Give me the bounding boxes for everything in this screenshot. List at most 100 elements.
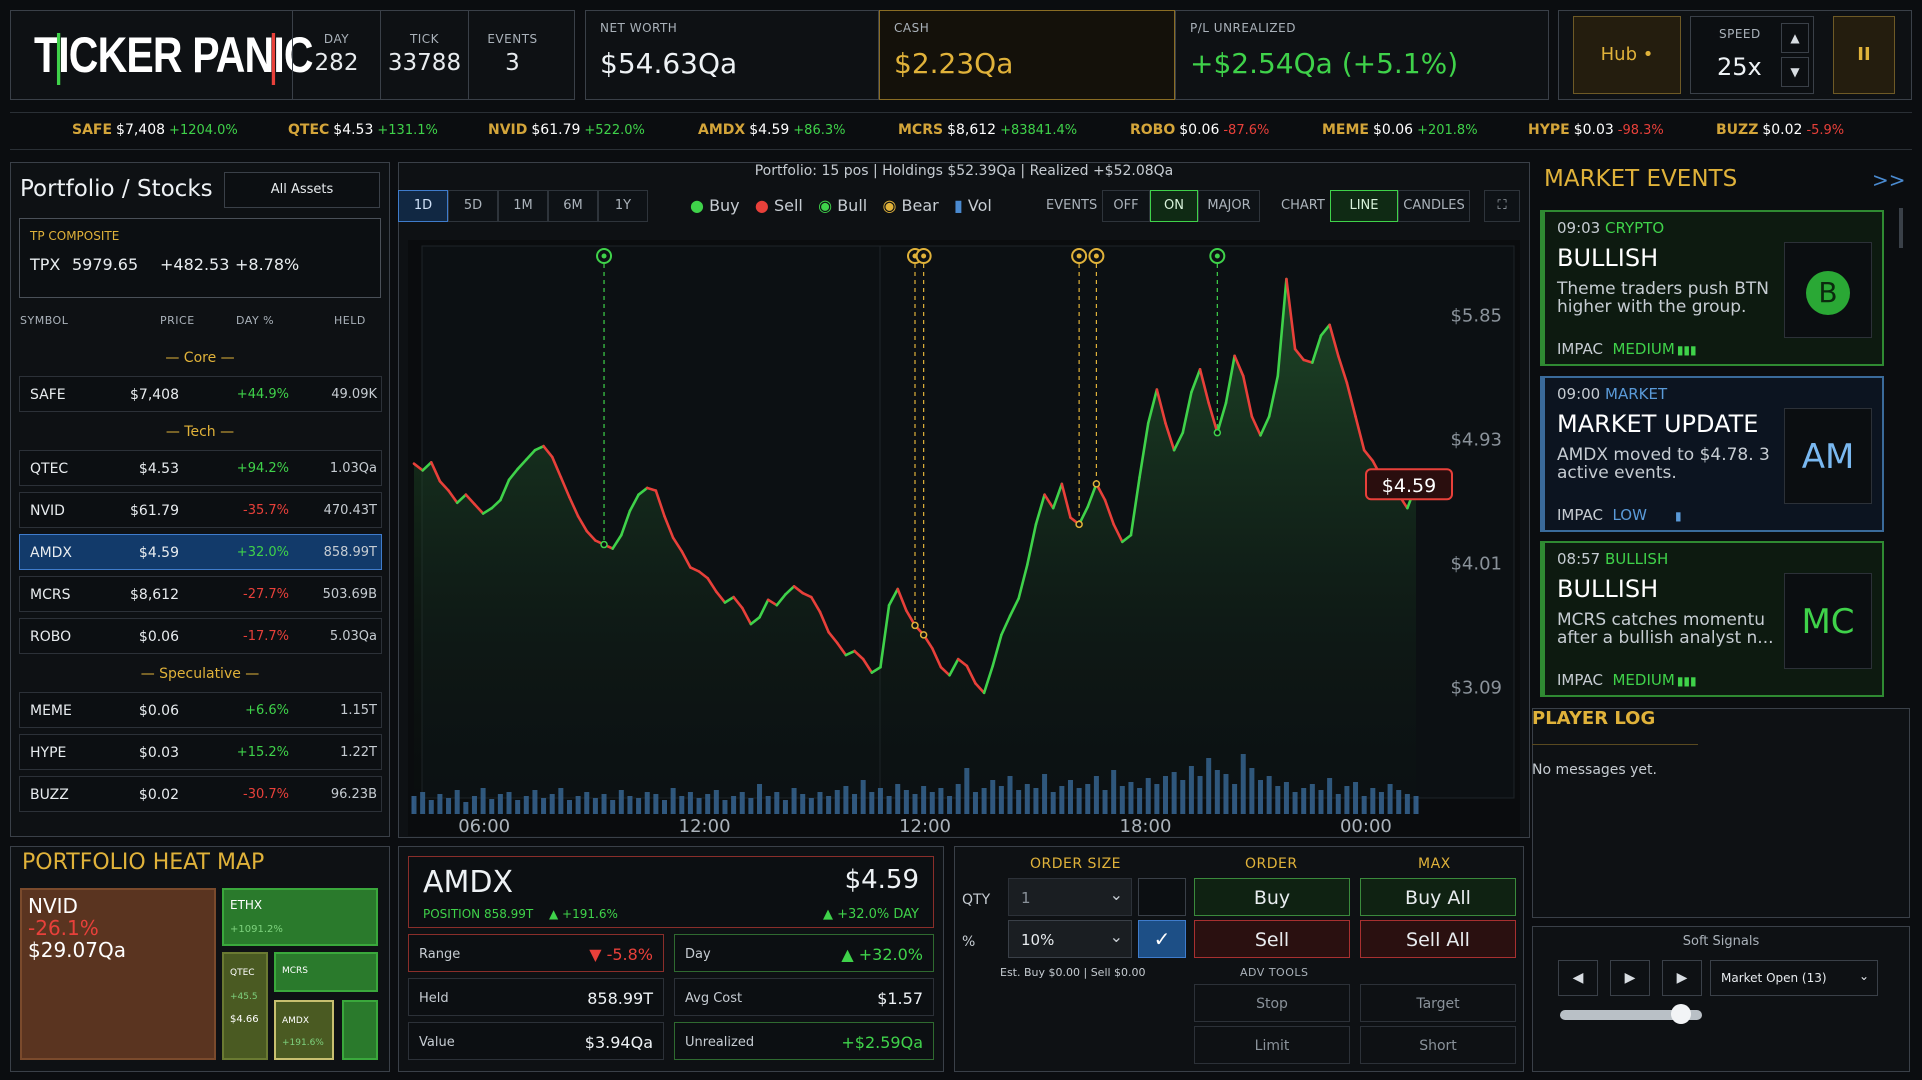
price-segment (1216, 401, 1228, 434)
ticker-item-buzz[interactable]: BUZZ $0.02 -5.9% (1716, 122, 1844, 138)
play-signal-button[interactable]: ▶ (1610, 960, 1650, 996)
row-price: $4.53 (138, 461, 179, 477)
ticker-item-safe[interactable]: SAFE $7,408 +1204.0% (72, 122, 238, 138)
range-6m-button[interactable]: 6M (548, 190, 598, 222)
price-segment (749, 616, 761, 626)
events-major-button[interactable]: MAJOR (1198, 190, 1260, 222)
next-signal-button[interactable]: ▶ (1662, 960, 1702, 996)
speed-control: SPEED 25x ▲ ▼ (1690, 16, 1814, 94)
legend-buy[interactable]: Buy (709, 196, 740, 215)
detail-day-change: ▲ +32.0% DAY (822, 907, 919, 922)
heat-cell-ethx[interactable]: ETHX +1091.2% (222, 888, 378, 946)
stock-row-qtec[interactable]: QTEC $4.53 +94.2% 1.03Qa (19, 450, 382, 486)
y-tick-label: $4.01 (1450, 553, 1502, 574)
x-tick-label: 12:00 (679, 816, 731, 836)
legend-bear[interactable]: Bear (901, 196, 939, 215)
stock-row-buzz[interactable]: BUZZ $0.02 -30.7% 96.23B (19, 776, 382, 812)
event-card[interactable]: 08:57 BULLISH BULLISH MCRS catches momentu… (1540, 541, 1884, 697)
price-segment (481, 506, 494, 515)
stock-row-amdx[interactable]: AMDX $4.59 +32.0% 858.99T (19, 534, 382, 570)
signal-select[interactable]: Market Open (13) ⌄ (1710, 960, 1878, 996)
target-button[interactable]: Target (1360, 984, 1516, 1022)
short-button[interactable]: Short (1360, 1026, 1516, 1064)
bear-ring-icon: ◉ (882, 196, 897, 215)
events-scrollbar[interactable] (1899, 208, 1903, 248)
ticker-item-nvid[interactable]: NVID $61.79 +522.0% (488, 122, 645, 138)
price-segment (784, 585, 796, 596)
qty-checkbox[interactable] (1138, 878, 1186, 916)
heat-cell-amdx[interactable]: AMDX +191.6% (274, 1000, 334, 1060)
stock-row-robo[interactable]: ROBO $0.06 -17.7% 5.03Qa (19, 618, 382, 654)
range-1y-button[interactable]: 1Y (598, 190, 648, 222)
stock-row-nvid[interactable]: NVID $61.79 -35.7% 470.43T (19, 492, 382, 528)
event-time: 09:03 (1557, 219, 1601, 237)
price-segment (982, 664, 995, 695)
heat-amdx-pct: +191.6% (282, 1038, 324, 1048)
day-change-stat: Day ▲ +32.0% (674, 934, 934, 972)
row-day-pct: +15.2% (236, 745, 289, 760)
ticker-item-qtec[interactable]: QTEC $4.53 +131.1% (288, 122, 438, 138)
buy-button[interactable]: Buy (1194, 878, 1350, 916)
event-description: AMDX moved to $4.78. 3 active events. (1557, 445, 1770, 483)
qty-select[interactable]: 1 ⌄ (1008, 878, 1132, 916)
price-segment (1060, 482, 1072, 519)
chart-line-button[interactable]: LINE (1330, 190, 1398, 222)
pause-button[interactable]: II (1833, 16, 1895, 94)
collapse-events-icon[interactable]: >> (1872, 168, 1906, 192)
ticker-item-mcrs[interactable]: MCRS $8,612 +83841.4% (898, 122, 1077, 138)
row-day-pct: -27.7% (243, 587, 289, 602)
bear-marker-anchor (911, 621, 919, 630)
event-card[interactable]: 09:03 CRYPTO BULLISH Theme traders push BT… (1540, 210, 1884, 366)
ticker-price: $0.02 (1762, 122, 1803, 138)
heat-cell-nvid[interactable]: NVID -26.1% $29.07Qa (20, 888, 216, 1060)
expand-chart-icon[interactable]: ⛶ (1484, 190, 1520, 222)
price-chart[interactable]: $5.85 $4.93 $4.01 $3.09 06:00 12:00 12:00 18:00… (408, 240, 1520, 836)
range-1d-button[interactable]: 1D (398, 190, 448, 222)
stock-row-safe[interactable]: SAFE $7,408 +44.9% 49.09K (19, 376, 382, 412)
legend-bull[interactable]: Bull (837, 196, 868, 215)
stock-row-mcrs[interactable]: MCRS $8,612 -27.7% 503.69B (19, 576, 382, 612)
stock-row-meme[interactable]: MEME $0.06 +6.6% 1.15T (19, 692, 382, 728)
bull-marker-dot (601, 253, 607, 259)
row-symbol: SAFE (30, 387, 66, 403)
signal-slider-thumb[interactable] (1670, 1004, 1691, 1024)
range-1m-button[interactable]: 1M (498, 190, 548, 222)
speed-down-button[interactable]: ▼ (1781, 57, 1809, 87)
legend-sell[interactable]: Sell (773, 196, 803, 215)
pct-checkbox-checked[interactable]: ✓ (1138, 920, 1186, 958)
stock-row-hype[interactable]: HYPE $0.03 +15.2% 1.22T (19, 734, 382, 770)
events-on-button[interactable]: ON (1150, 190, 1198, 222)
price-segment (447, 489, 459, 505)
limit-button[interactable]: Limit (1194, 1026, 1350, 1064)
chart-candles-button[interactable]: CANDLES (1398, 190, 1470, 222)
ticker-item-robo[interactable]: ROBO $0.06 -87.6% (1130, 122, 1269, 138)
ticker-item-meme[interactable]: MEME $0.06 +201.8% (1322, 122, 1478, 138)
price-segment (611, 533, 623, 550)
game-logo: TICKER PANIC (34, 27, 314, 85)
event-card[interactable]: 09:00 MARKET MARKET UPDATE AMDX moved to $… (1540, 376, 1884, 532)
sell-all-button[interactable]: Sell All (1360, 920, 1516, 958)
row-symbol: BUZZ (30, 787, 69, 803)
sell-button[interactable]: Sell (1194, 920, 1350, 958)
range-5d-button[interactable]: 5D (448, 190, 498, 222)
heat-cell-mcrs[interactable]: MCRS (274, 952, 378, 992)
chart-legend: ● Buy ● Sell ◉ Bull ◉ Bear ▮ Vol (690, 196, 992, 215)
heat-cell-other[interactable] (342, 1000, 378, 1060)
asset-filter-dropdown[interactable]: All Assets (224, 172, 380, 208)
price-segment (559, 475, 571, 499)
stop-button[interactable]: Stop (1194, 984, 1350, 1022)
heat-cell-qtec[interactable]: QTEC +45.5 $4.66 (222, 952, 268, 1060)
hub-button[interactable]: Hub • (1573, 16, 1681, 94)
price-segment (1138, 421, 1150, 479)
ticker-item-amdx[interactable]: AMDX $4.59 +86.3% (698, 122, 845, 138)
price-segment (1207, 401, 1219, 434)
price-segment (1267, 374, 1280, 418)
ticker-item-hype[interactable]: HYPE $0.03 -98.3% (1528, 122, 1664, 138)
speed-up-button[interactable]: ▲ (1781, 23, 1809, 53)
pct-select[interactable]: 10% ⌄ (1008, 920, 1132, 958)
signal-slider-track[interactable] (1560, 1010, 1702, 1020)
events-off-button[interactable]: OFF (1102, 190, 1150, 222)
prev-signal-button[interactable]: ◀ (1558, 960, 1598, 996)
legend-vol[interactable]: Vol (967, 196, 992, 215)
buy-all-button[interactable]: Buy All (1360, 878, 1516, 916)
